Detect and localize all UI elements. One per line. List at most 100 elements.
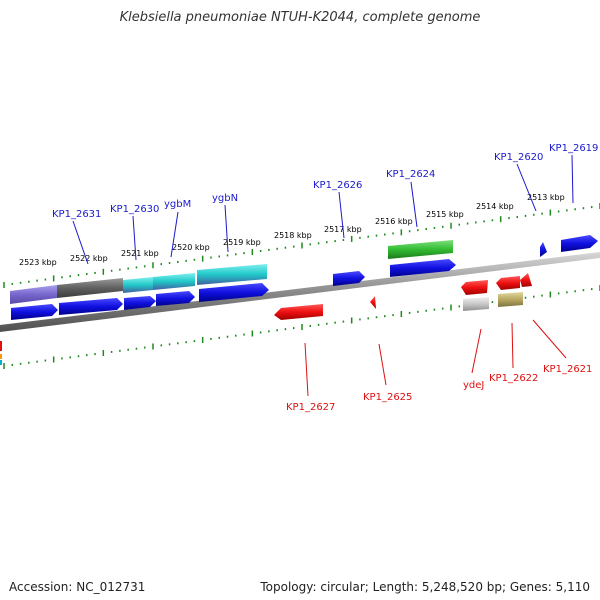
gene-feature[interactable] <box>370 296 376 309</box>
gene-label[interactable]: KP1_2619 <box>549 143 598 154</box>
major-tick <box>102 268 105 275</box>
major-tick <box>450 222 452 229</box>
major-tick <box>400 229 403 236</box>
minor-tick <box>475 221 477 224</box>
minor-tick <box>541 212 543 215</box>
scale-labels: 2523 kbp 2522 kbp 2521 kbp 2520 kbp 2519 kbp… <box>19 193 565 267</box>
reverse-label-leaders <box>304 319 567 397</box>
minor-tick <box>143 346 146 349</box>
gene-label[interactable]: KP1_2626 <box>313 180 362 191</box>
gene-feature[interactable] <box>0 341 2 351</box>
minor-tick <box>268 248 270 251</box>
gene-feature[interactable] <box>197 264 267 285</box>
minor-tick <box>533 213 535 216</box>
gene-feature[interactable] <box>274 304 323 320</box>
minor-tick <box>516 215 518 218</box>
gene-feature[interactable] <box>0 360 2 365</box>
gene-label[interactable]: KP1_2620 <box>494 152 543 163</box>
accession-text: Accession: NC_012731 <box>9 580 146 594</box>
scale-label: 2522 kbp <box>70 254 108 263</box>
gene-feature[interactable] <box>156 291 195 306</box>
minor-tick <box>359 236 361 239</box>
minor-tick <box>127 267 129 270</box>
minor-tick <box>11 363 14 366</box>
minor-tick <box>566 291 568 294</box>
minor-tick <box>508 217 510 220</box>
minor-tick <box>491 301 494 304</box>
minor-tick <box>177 260 179 263</box>
gene-label[interactable]: ydeJ <box>463 380 484 391</box>
scale-label: 2523 kbp <box>19 258 57 267</box>
minor-tick <box>119 268 121 271</box>
gene-label[interactable]: ygbM <box>164 199 191 210</box>
minor-tick <box>110 350 113 353</box>
minor-tick <box>193 340 196 343</box>
major-tick <box>350 235 353 242</box>
gene-feature[interactable] <box>11 304 58 320</box>
minor-tick <box>86 273 88 276</box>
gene-feature[interactable] <box>333 271 365 286</box>
major-tick <box>3 282 5 288</box>
gene-feature[interactable] <box>520 273 532 287</box>
minor-tick <box>524 296 527 299</box>
gene-label[interactable]: KP1_2622 <box>489 373 538 384</box>
minor-tick <box>326 241 328 244</box>
minor-tick <box>408 311 411 314</box>
major-tick <box>301 324 303 330</box>
minor-tick <box>441 225 444 228</box>
gene-feature[interactable] <box>153 273 195 290</box>
minor-tick <box>28 361 30 364</box>
minor-tick <box>574 208 576 211</box>
minor-tick <box>235 334 237 337</box>
gene-feature[interactable] <box>0 354 2 359</box>
gene-feature[interactable] <box>10 285 57 304</box>
gene-feature[interactable] <box>390 259 456 277</box>
gene-feature[interactable] <box>199 283 269 302</box>
minor-tick <box>590 288 593 291</box>
gene-feature[interactable] <box>561 235 598 252</box>
gene-label[interactable]: KP1_2624 <box>386 169 435 180</box>
minor-tick <box>367 317 369 320</box>
edge-fragments <box>0 341 2 365</box>
gene-feature[interactable] <box>496 276 520 290</box>
gene-feature[interactable] <box>124 296 156 310</box>
gene-label[interactable]: KP1_2627 <box>286 402 335 413</box>
minor-tick <box>135 347 138 350</box>
major-tick <box>152 343 154 350</box>
gene-label[interactable]: KP1_2625 <box>363 392 412 403</box>
gene-feature[interactable] <box>540 242 547 257</box>
gene-feature[interactable] <box>388 240 453 259</box>
minor-tick <box>334 240 336 243</box>
gene-feature[interactable] <box>57 278 123 298</box>
major-tick <box>201 255 204 262</box>
minor-tick <box>61 357 63 360</box>
major-tick <box>301 242 303 249</box>
forward-gene-labels: KP1_2631 KP1_2630 ygbM ygbN KP1_2626 KP1… <box>52 143 598 220</box>
minor-tick <box>433 308 436 311</box>
gene-feature[interactable] <box>498 292 523 307</box>
minor-tick <box>226 254 229 257</box>
gene-label[interactable]: KP1_2631 <box>52 209 101 220</box>
gene-feature[interactable] <box>463 297 489 311</box>
minor-tick <box>417 310 419 313</box>
minor-tick <box>69 275 71 278</box>
major-tick <box>201 337 204 343</box>
gene-feature[interactable] <box>123 277 153 293</box>
minor-tick <box>11 282 14 285</box>
gene-label[interactable]: ygbN <box>212 193 238 204</box>
minor-tick <box>392 232 394 235</box>
scale-label: 2516 kbp <box>375 217 413 226</box>
gene-label[interactable]: KP1_2630 <box>110 204 159 215</box>
minor-tick <box>19 281 22 284</box>
minor-tick <box>168 343 171 346</box>
gene-feature[interactable] <box>59 298 123 315</box>
gene-feature[interactable] <box>461 280 488 295</box>
gene-label[interactable]: KP1_2621 <box>543 364 592 375</box>
outer-tick-track <box>3 203 600 288</box>
minor-tick <box>384 233 386 236</box>
minor-tick <box>19 362 22 365</box>
minor-tick <box>384 315 386 318</box>
forward-features-outer <box>10 235 598 304</box>
forward-label-leaders <box>72 154 574 265</box>
minor-tick <box>342 239 345 242</box>
